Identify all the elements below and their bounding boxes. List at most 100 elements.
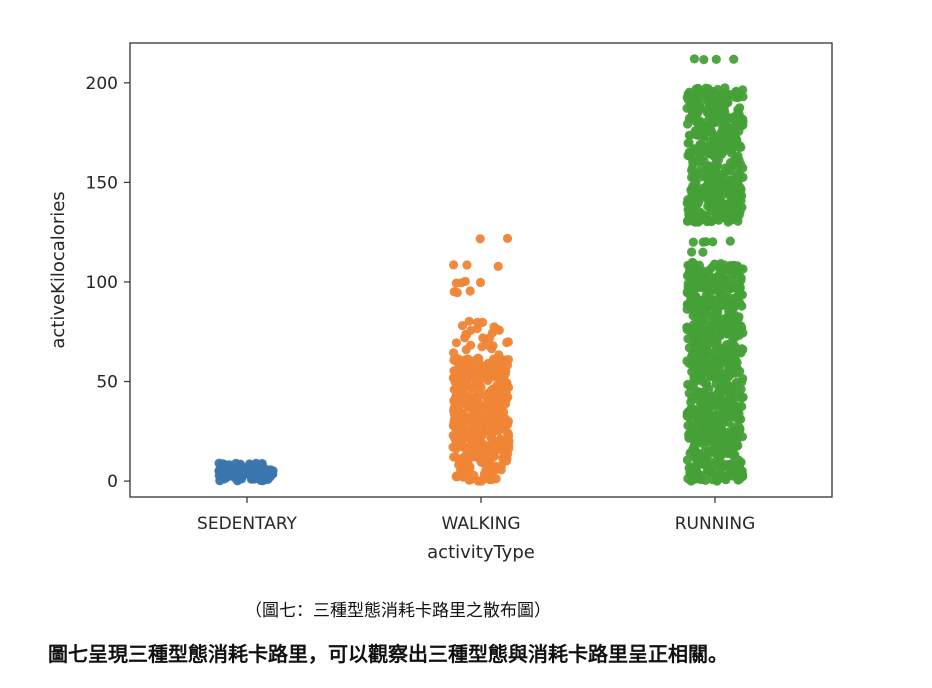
y-tick-label: 100: [86, 273, 118, 293]
data-point: [687, 207, 697, 217]
data-point: [500, 424, 510, 434]
data-point: [235, 465, 245, 476]
data-point: [694, 260, 705, 270]
data-point: [687, 299, 697, 309]
data-point: [232, 476, 243, 486]
data-point: [725, 284, 736, 294]
data-point: [710, 413, 720, 423]
data-point: [689, 167, 700, 177]
data-point: [718, 347, 728, 357]
data-point: [722, 411, 732, 421]
data-point: [713, 284, 724, 294]
series-walking: [448, 233, 514, 486]
data-point: [473, 378, 483, 388]
data-point: [721, 475, 731, 485]
data-point: [698, 376, 708, 387]
data-point: [684, 147, 694, 157]
data-point: [691, 109, 701, 119]
data-point: [691, 324, 701, 334]
data-point: [725, 236, 735, 246]
data-point: [465, 431, 475, 441]
data-point: [725, 392, 735, 403]
data-point: [709, 177, 720, 188]
data-point: [466, 340, 476, 350]
data-point: [457, 383, 467, 393]
data-point: [493, 358, 503, 368]
x-axis: SEDENTARY WALKING RUNNING: [197, 497, 755, 534]
data-point: [472, 395, 482, 405]
data-point: [729, 344, 739, 354]
data-point: [692, 456, 702, 466]
data-point: [711, 208, 721, 219]
body-text: 圖七呈現三種型態消耗卡路里，可以觀察出三種型態與消耗卡路里呈正相關。: [48, 642, 728, 666]
data-point: [728, 467, 738, 477]
data-point: [688, 237, 698, 247]
data-point: [480, 469, 490, 479]
data-point: [448, 442, 458, 452]
data-point: [712, 353, 722, 363]
data-point: [709, 89, 719, 99]
data-point: [731, 354, 741, 365]
data-point: [689, 54, 700, 64]
data-point: [689, 198, 699, 208]
data-point: [723, 98, 733, 108]
data-point: [716, 265, 726, 275]
data-point: [684, 138, 694, 148]
data-point: [703, 107, 713, 117]
data-point: [478, 317, 488, 327]
data-point: [706, 125, 716, 135]
data-point: [693, 391, 703, 401]
data-point: [218, 469, 228, 479]
data-point: [692, 474, 702, 484]
data-point: [689, 94, 699, 104]
series-sedentary: [214, 458, 278, 486]
data-point: [489, 322, 499, 332]
data-point: [713, 307, 723, 317]
data-point: [731, 377, 742, 388]
data-point: [716, 381, 726, 391]
data-point: [483, 423, 493, 433]
data-point: [498, 415, 508, 425]
data-point: [735, 459, 745, 470]
data-point: [727, 450, 738, 460]
data-point: [687, 247, 697, 257]
data-point: [714, 99, 724, 109]
data-point: [465, 362, 475, 372]
data-point: [462, 260, 472, 270]
data-point: [689, 375, 699, 385]
data-point: [502, 360, 513, 370]
data-point: [493, 261, 503, 271]
data-point: [733, 177, 743, 187]
data-point: [452, 410, 463, 420]
data-point: [732, 269, 743, 279]
data-point: [702, 215, 712, 225]
data-point: [701, 305, 712, 315]
data-point: [449, 355, 459, 365]
x-tick-label: WALKING: [441, 514, 520, 534]
data-point: [703, 84, 714, 94]
data-point: [502, 337, 512, 348]
data-point: [730, 324, 740, 334]
data-point: [682, 103, 692, 113]
data-point: [701, 285, 712, 295]
data-point: [691, 292, 701, 302]
data-point: [702, 416, 712, 426]
data-point: [684, 130, 695, 140]
data-point: [460, 276, 470, 286]
y-axis: 0 50 100 150 200: [86, 74, 130, 492]
data-point: [721, 138, 731, 149]
data-point: [727, 426, 738, 437]
data-point: [449, 417, 459, 427]
data-point: [682, 325, 692, 335]
data-point: [736, 468, 747, 478]
data-point: [489, 461, 499, 471]
x-tick-label: RUNNING: [675, 514, 756, 534]
data-point: [449, 348, 459, 358]
data-point: [726, 369, 736, 379]
figure-caption: （圖七：三種型態消耗卡路里之散布圖）: [245, 601, 551, 621]
data-point: [265, 472, 275, 482]
data-point: [472, 416, 482, 426]
data-point: [687, 404, 697, 414]
data-point: [704, 196, 715, 206]
data-point: [469, 470, 479, 480]
